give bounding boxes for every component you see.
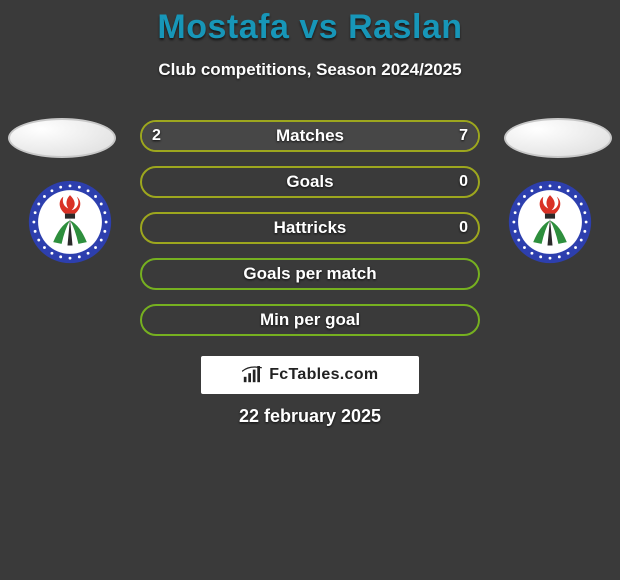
- stat-bar-label: Hattricks: [140, 212, 480, 244]
- stat-bar-value-left: 2: [152, 120, 161, 152]
- club-badge-right: [508, 180, 592, 264]
- brand-label: FcTables.com: [269, 366, 378, 384]
- stat-bar-value-right: 0: [459, 212, 468, 244]
- stat-bar-label: Goals per match: [140, 258, 480, 290]
- date-label: 22 february 2025: [0, 406, 620, 427]
- comparison-card: Mostafa vs Raslan Club competitions, Sea…: [0, 0, 620, 580]
- stat-bar-label: Goals: [140, 166, 480, 198]
- stat-bar-value-right: 0: [459, 166, 468, 198]
- player-right-avatar: [504, 118, 612, 158]
- stat-bar-label: Matches: [140, 120, 480, 152]
- subtitle: Club competitions, Season 2024/2025: [0, 60, 620, 80]
- stat-bar-value-right: 7: [459, 120, 468, 152]
- bar-chart-icon: [242, 366, 264, 384]
- stat-bar: Min per goal: [140, 304, 480, 336]
- page-title: Mostafa vs Raslan: [0, 8, 620, 47]
- stat-bar-label: Min per goal: [140, 304, 480, 336]
- player-left-avatar: [8, 118, 116, 158]
- club-badge-left: [28, 180, 112, 264]
- brand-footer: FcTables.com: [201, 356, 419, 394]
- stat-bar: Goals per match: [140, 258, 480, 290]
- stat-bar: Goals0: [140, 166, 480, 198]
- stat-bar: Hattricks0: [140, 212, 480, 244]
- stat-bar: Matches2 7: [140, 120, 480, 152]
- stat-bars: Matches27Goals0Hattricks0Goals per match…: [140, 120, 480, 350]
